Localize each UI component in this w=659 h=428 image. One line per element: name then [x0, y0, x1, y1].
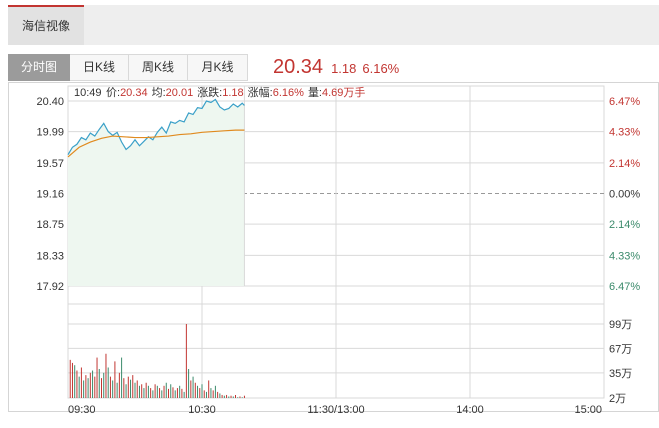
info-avg-label: 均: — [152, 86, 166, 99]
price-tick-label: 19.16 — [36, 189, 64, 201]
info-pct: 6.16% — [273, 87, 304, 99]
volume-tick-label: 99万 — [609, 319, 632, 331]
time-tick-label: 09:30 — [68, 404, 96, 416]
stock-tab-hisense[interactable]: 海信视像 — [8, 5, 84, 45]
tab-intraday[interactable]: 分时图 — [8, 54, 70, 81]
info-change-label: 涨跌: — [197, 85, 222, 99]
info-pct-label: 涨幅: — [248, 86, 273, 99]
tab-weekly-k[interactable]: 周K线 — [129, 54, 188, 81]
pct-tick-label: 6.47% — [609, 281, 640, 293]
price-line — [67, 98, 245, 156]
current-price: 20.34 — [273, 56, 324, 78]
chart-type-tabs: 分时图 日K线 周K线 月K线 — [8, 54, 248, 81]
pct-tick-label: 2.14% — [609, 219, 640, 231]
price-tick-label: 18.33 — [36, 250, 64, 262]
time-tick-label: 11:30/13:00 — [307, 404, 364, 416]
price-area-layer — [68, 86, 245, 287]
pct-tick-label: 4.33% — [609, 250, 640, 262]
average-price-line — [67, 129, 245, 158]
info-line-text: 价:20.34 均:20.01 涨跌:1.18 涨幅:6.16% 量:4.69万手 — [106, 85, 365, 99]
time-tick-label: 10:30 — [188, 404, 216, 416]
price-change-pct: 6.16% — [362, 61, 400, 76]
tab-monthly-k[interactable]: 月K线 — [188, 54, 248, 81]
pct-tick-label: 4.33% — [609, 127, 640, 139]
pct-tick-label: 0.00% — [609, 189, 640, 201]
info-volume-label: 量: — [308, 86, 322, 99]
info-avg: 20.01 — [166, 87, 194, 99]
info-change: 1.18 — [222, 87, 243, 99]
info-time: 10:49 — [74, 87, 102, 99]
stock-tab-bar: 海信视像 — [8, 5, 659, 45]
price-area — [68, 99, 245, 287]
time-tick-label: 14:00 — [456, 404, 484, 416]
price-tick-label: 17.92 — [36, 281, 64, 293]
pct-tick-label: 2.14% — [609, 158, 640, 170]
axis-labels-layer: 20.40 6.47% 19.99 4.33% 19.57 2.14% 19.16 0.00%… — [36, 96, 640, 416]
volume-bars-layer — [69, 324, 245, 398]
time-tick-label: 15:00 — [574, 404, 602, 416]
price-line-layer — [67, 98, 245, 158]
tab-daily-k[interactable]: 日K线 — [70, 54, 129, 81]
info-price-label: 价: — [106, 86, 120, 99]
price-tick-label: 19.57 — [36, 158, 64, 170]
info-volume: 4.69万手 — [322, 85, 365, 99]
price-tick-label: 18.75 — [36, 219, 64, 231]
price-tick-label: 20.40 — [36, 96, 64, 108]
price-tick-label: 19.99 — [36, 127, 64, 139]
pct-tick-label: 6.47% — [609, 96, 640, 108]
volume-tick-label: 35万 — [609, 368, 632, 380]
volume-tick-label: 2万 — [609, 393, 626, 405]
info-price: 20.34 — [120, 87, 148, 99]
volume-tick-label: 67万 — [609, 343, 632, 355]
quote-summary: 20.34 1.18 6.16% — [273, 56, 399, 80]
price-change: 1.18 — [331, 61, 357, 76]
